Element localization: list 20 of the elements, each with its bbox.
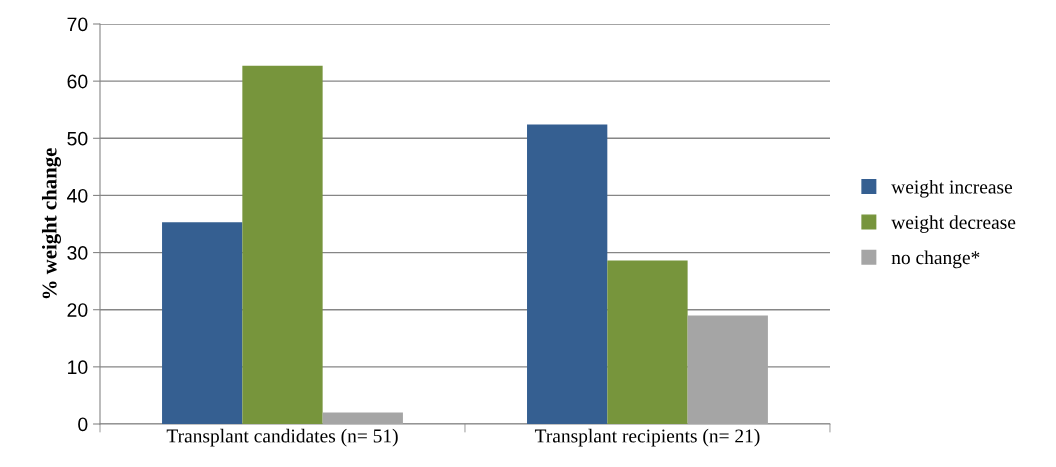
bar xyxy=(242,65,323,424)
y-tick-label: 70 xyxy=(67,17,88,32)
y-tick-label: 0 xyxy=(78,417,88,432)
legend-label: weight decrease xyxy=(891,215,1016,233)
y-tick-label: 20 xyxy=(67,303,88,317)
y-tick-label: 10 xyxy=(68,360,88,375)
y-tick-label: 50 xyxy=(67,131,88,146)
bar xyxy=(527,124,608,424)
y-tick-label: 60 xyxy=(67,74,88,89)
x-tick-label: Transplant recipients (n= 21) xyxy=(534,428,760,447)
bar xyxy=(607,260,688,424)
y-tick-label: 30 xyxy=(67,246,88,260)
y-tick-label: 40 xyxy=(67,188,88,203)
bar xyxy=(687,315,768,424)
x-tick-label: Transplant candidates (n= 51) xyxy=(166,428,398,447)
bar xyxy=(322,412,403,424)
legend-label: weight increase xyxy=(891,179,1013,198)
y-axis-title: % weight change xyxy=(41,148,62,299)
bar xyxy=(162,222,243,424)
legend-label: no change* xyxy=(891,250,980,269)
